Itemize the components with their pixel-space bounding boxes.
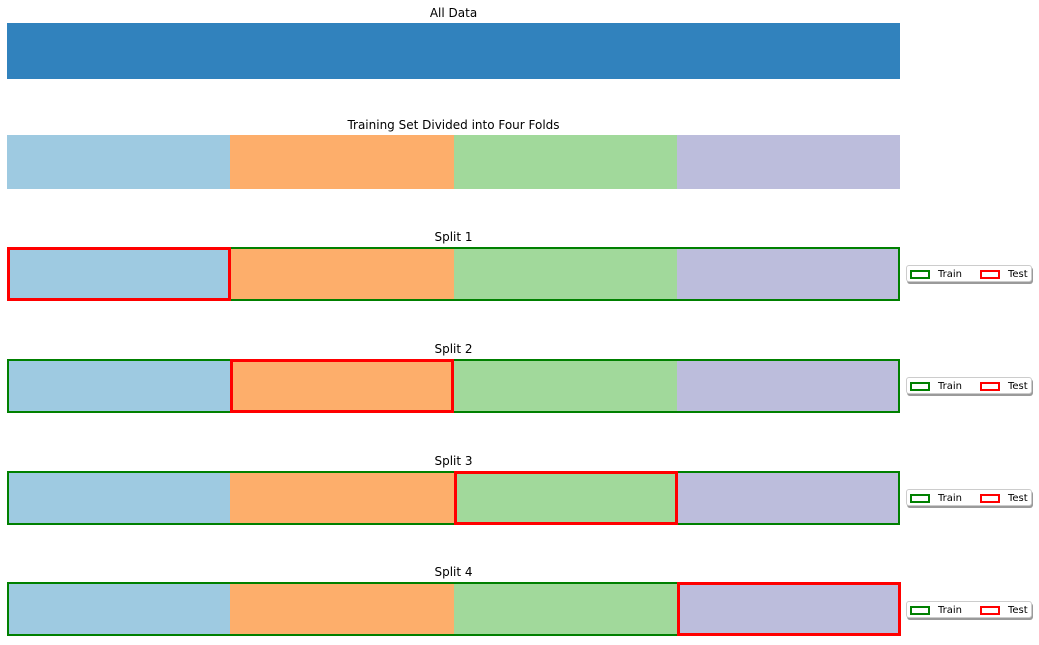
train-swatch-icon — [910, 605, 930, 615]
split-4-fold-3 — [453, 582, 677, 636]
split-3-fold-3 — [453, 471, 677, 525]
split-4-fold-4 — [676, 582, 900, 636]
split-3-fold-4 — [676, 471, 900, 525]
train-swatch-icon — [910, 381, 930, 391]
split-2-title: Split 2 — [434, 342, 473, 356]
split-2-fold-3 — [453, 359, 677, 413]
split-4-fold-1 — [7, 582, 231, 636]
fold-4-segment — [676, 135, 900, 189]
split-1-fold-2 — [230, 247, 454, 301]
split-2-bar — [7, 359, 900, 413]
test-swatch-icon — [980, 381, 1000, 391]
split-1-legend: Train Test — [906, 265, 1032, 282]
split-2-fold-2 — [230, 359, 454, 413]
test-label: Test — [1008, 492, 1028, 504]
split-3-fold-1 — [7, 471, 231, 525]
fold-3-segment — [453, 135, 677, 189]
train-swatch-icon — [910, 269, 930, 279]
train-swatch-icon — [910, 493, 930, 503]
split-4-legend: Train Test — [906, 601, 1032, 618]
test-label: Test — [1008, 604, 1028, 616]
folds-title: Training Set Divided into Four Folds — [347, 118, 560, 132]
split-3-fold-2 — [230, 471, 454, 525]
split-3-legend: Train Test — [906, 489, 1032, 506]
train-label: Train — [938, 268, 962, 280]
folds-bar — [7, 135, 900, 189]
test-swatch-icon — [980, 269, 1000, 279]
split-4-title: Split 4 — [434, 565, 473, 579]
split-2-fold-4 — [676, 359, 900, 413]
split-2-legend: Train Test — [906, 377, 1032, 394]
train-label: Train — [938, 492, 962, 504]
train-label: Train — [938, 604, 962, 616]
split-1-bar — [7, 247, 900, 301]
all-data-title: All Data — [429, 6, 478, 20]
test-swatch-icon — [980, 605, 1000, 615]
test-label: Test — [1008, 268, 1028, 280]
fold-2-segment — [230, 135, 454, 189]
split-1-title: Split 1 — [434, 230, 473, 244]
all-data-segment — [7, 23, 900, 79]
train-label: Train — [938, 380, 962, 392]
split-1-fold-4 — [676, 247, 900, 301]
all-data-bar — [7, 23, 900, 79]
test-label: Test — [1008, 380, 1028, 392]
split-1-fold-3 — [453, 247, 677, 301]
split-1-fold-1 — [7, 247, 231, 301]
split-3-bar — [7, 471, 900, 525]
fold-1-segment — [7, 135, 231, 189]
split-2-fold-1 — [7, 359, 231, 413]
split-3-title: Split 3 — [434, 454, 473, 468]
split-4-fold-2 — [230, 582, 454, 636]
test-swatch-icon — [980, 493, 1000, 503]
split-4-bar — [7, 582, 901, 636]
